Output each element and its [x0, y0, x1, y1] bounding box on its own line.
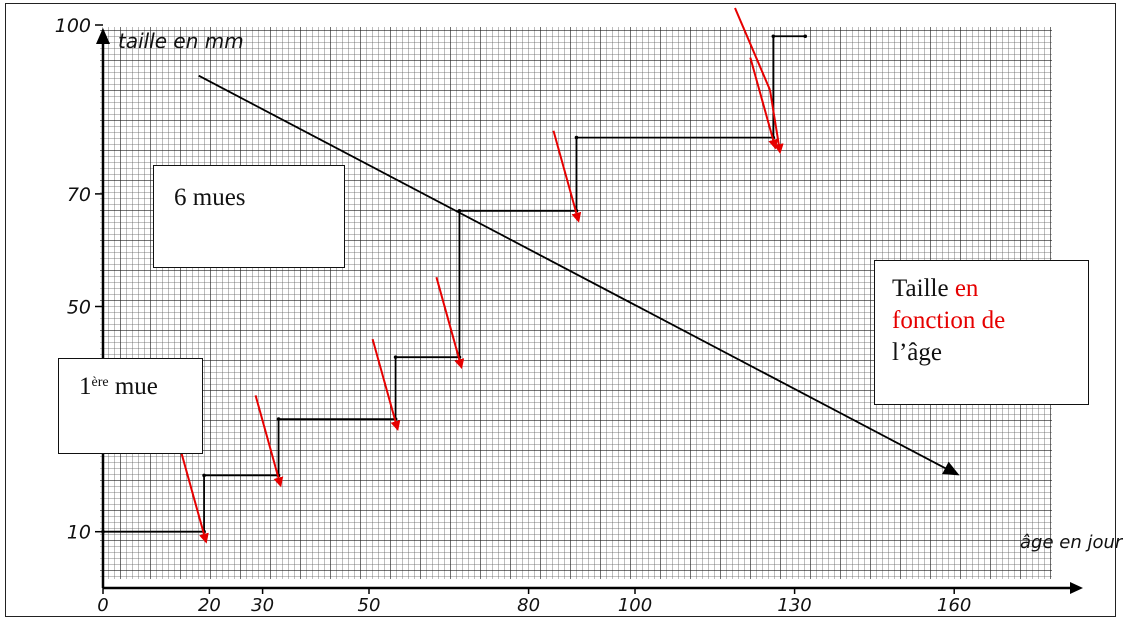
molt-arrow: [749, 57, 778, 150]
y-tick-label: 100: [55, 15, 91, 37]
first-molt-label: 1ère mue: [58, 358, 203, 454]
tick-labels: 10 50 70 100 0 20 30 50 80 100 130 160: [55, 15, 972, 616]
age-word: l’âge: [892, 339, 942, 366]
growth-point: [276, 417, 281, 421]
x-tick-label: 50: [358, 595, 381, 616]
six-molts-text: 6 mues: [174, 184, 246, 211]
fonction-de-words: fonction de: [892, 307, 1006, 334]
figure-frame: [5, 3, 1116, 617]
x-tick-label: 0: [97, 595, 108, 616]
growth-point: [457, 208, 462, 213]
x-axis-arrowhead: [1070, 582, 1083, 594]
x-tick-label: 130: [777, 595, 811, 616]
x-tick-label: 80: [517, 595, 540, 616]
x-tick-label: 30: [251, 595, 274, 616]
growth-point: [803, 34, 808, 39]
x-tick-label: 100: [618, 595, 652, 616]
growth-series-line: [103, 35, 806, 533]
molt-arrow-top-partial: [734, 7, 771, 91]
growth-point: [101, 529, 105, 534]
size-by-age-label: Taille en fonction de l’âge: [874, 260, 1089, 405]
growth-point: [393, 355, 398, 359]
first-molt-number: 1: [79, 373, 92, 400]
first-molt-word: mue: [114, 373, 158, 400]
molt-arrow: [435, 276, 465, 370]
y-tick-label: 50: [67, 297, 91, 319]
first-molt-sup: ère: [91, 375, 109, 390]
taille-word: Taille: [892, 275, 949, 302]
y-tick-label: 70: [67, 184, 91, 206]
molt-arrow: [552, 130, 582, 223]
y-axis-label: taille en mm: [118, 29, 244, 53]
molt-arrow-top: [769, 89, 784, 154]
x-tick-label: 160: [937, 595, 971, 616]
growth-point: [771, 34, 776, 39]
y-tick-label: 10: [67, 522, 91, 544]
molt-arrow: [180, 451, 209, 544]
en-word: en: [954, 275, 979, 302]
trend-arrow: [198, 74, 960, 476]
trend-arrowhead: [942, 461, 960, 476]
x-tick-label: 20: [198, 595, 221, 616]
x-axis-label: âge en jour: [1020, 532, 1123, 553]
growth-point: [574, 135, 579, 140]
molt-arrow: [371, 338, 401, 432]
six-molts-label: 6 mues: [153, 165, 345, 268]
trend-line: [198, 74, 950, 472]
growth-point: [202, 473, 206, 478]
molt-arrow: [254, 395, 284, 488]
molt-arrows: [180, 7, 784, 544]
y-axis-arrowhead: [96, 28, 110, 44]
axes: [96, 28, 1083, 594]
